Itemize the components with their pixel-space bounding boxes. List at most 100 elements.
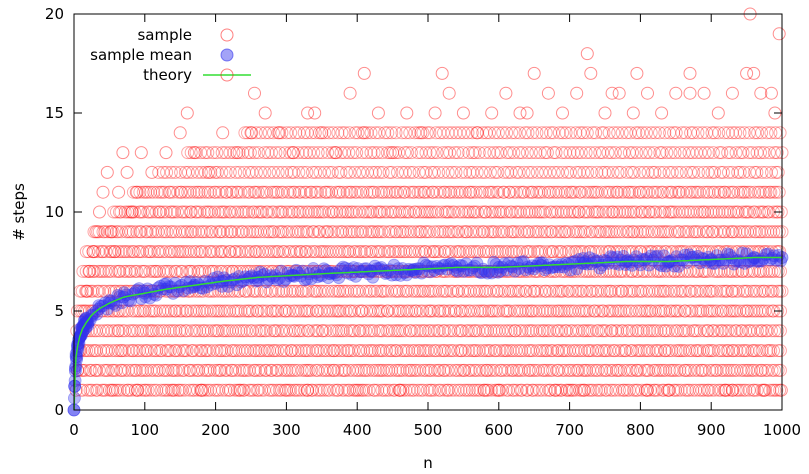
sample-point [529,324,543,338]
sample-point [730,363,744,377]
sample-point [341,264,355,278]
sample-point [285,363,299,377]
sample-point [455,304,469,318]
sample-point [632,185,646,199]
sample-point [235,245,249,259]
sample-point [168,383,182,397]
sample-point [287,264,301,278]
sample-point [264,304,278,318]
sample-point [271,185,285,199]
sample-point [212,185,226,199]
sample-point [584,264,598,278]
sample-point [392,245,406,259]
sample-point [636,225,650,239]
sample-point [513,126,527,140]
sample-point [616,324,630,338]
sample-point [120,383,134,397]
sample-point [232,363,246,377]
sample-point [201,383,215,397]
sample-point [248,245,262,259]
sample-point [641,225,655,239]
sample-point [524,245,538,259]
sample-point [579,205,593,219]
sample-point [762,344,776,358]
sample-point [184,185,197,199]
sample-mean-point [602,256,615,270]
sample-point [568,185,582,199]
sample-point [134,383,148,397]
sample-point [454,324,468,338]
sample-point [364,126,378,140]
sample-point [586,126,599,140]
sample-point [187,146,201,160]
sample-point [510,383,524,397]
sample-point [656,284,670,298]
sample-point [95,383,109,397]
sample-point [229,304,243,318]
sample-point [604,284,618,298]
sample-point [310,284,324,298]
sample-point [279,304,293,318]
sample-point [672,205,686,219]
sample-point [178,185,192,199]
sample-point [735,324,749,338]
sample-point [327,344,341,358]
sample-point [607,185,621,199]
sample-point [589,264,603,278]
sample-point [690,344,704,358]
sample-point [96,264,110,278]
sample-point [436,225,450,239]
sample-point [766,383,780,397]
sample-point [84,284,98,298]
sample-point [279,264,293,278]
sample-point [741,185,755,199]
sample-point [740,304,753,318]
sample-point [198,383,212,397]
sample-point [274,324,288,338]
sample-point [618,245,632,259]
sample-mean-point [300,272,314,286]
sample-point [168,304,182,318]
sample-point [464,304,477,318]
sample-point [336,284,350,298]
sample-point [133,304,147,318]
sample-point [544,126,558,140]
sample-point [374,205,388,219]
sample-point [161,344,175,358]
sample-point [337,344,351,358]
sample-point [366,304,380,318]
sample-point [96,284,109,298]
sample-point [724,146,738,160]
sample-point [348,383,362,397]
sample-point [374,363,388,377]
sample-point [345,344,358,358]
sample-point [437,245,451,259]
sample-point [471,205,484,219]
sample-point [415,264,429,278]
sample-point [194,383,208,397]
sample-point [274,344,288,358]
sample-point [203,344,217,358]
sample-mean-point [606,251,620,265]
sample-point [503,146,517,160]
sample-point [301,284,315,298]
sample-point [108,344,122,358]
sample-point [129,363,143,377]
sample-point [598,185,612,199]
sample-point [668,264,682,278]
sample-point [263,165,277,179]
sample-point [593,225,607,239]
sample-point [614,146,628,160]
sample-point [152,165,166,179]
sample-point [606,304,619,318]
legend-marker-sample [220,28,234,42]
sample-point [311,146,325,160]
sample-point [251,225,264,239]
sample-point [384,225,398,239]
sample-point [752,205,766,219]
sample-point [595,245,609,259]
sample-point [764,344,778,358]
sample-point [622,284,636,298]
sample-point [358,245,371,259]
sample-point [556,264,570,278]
